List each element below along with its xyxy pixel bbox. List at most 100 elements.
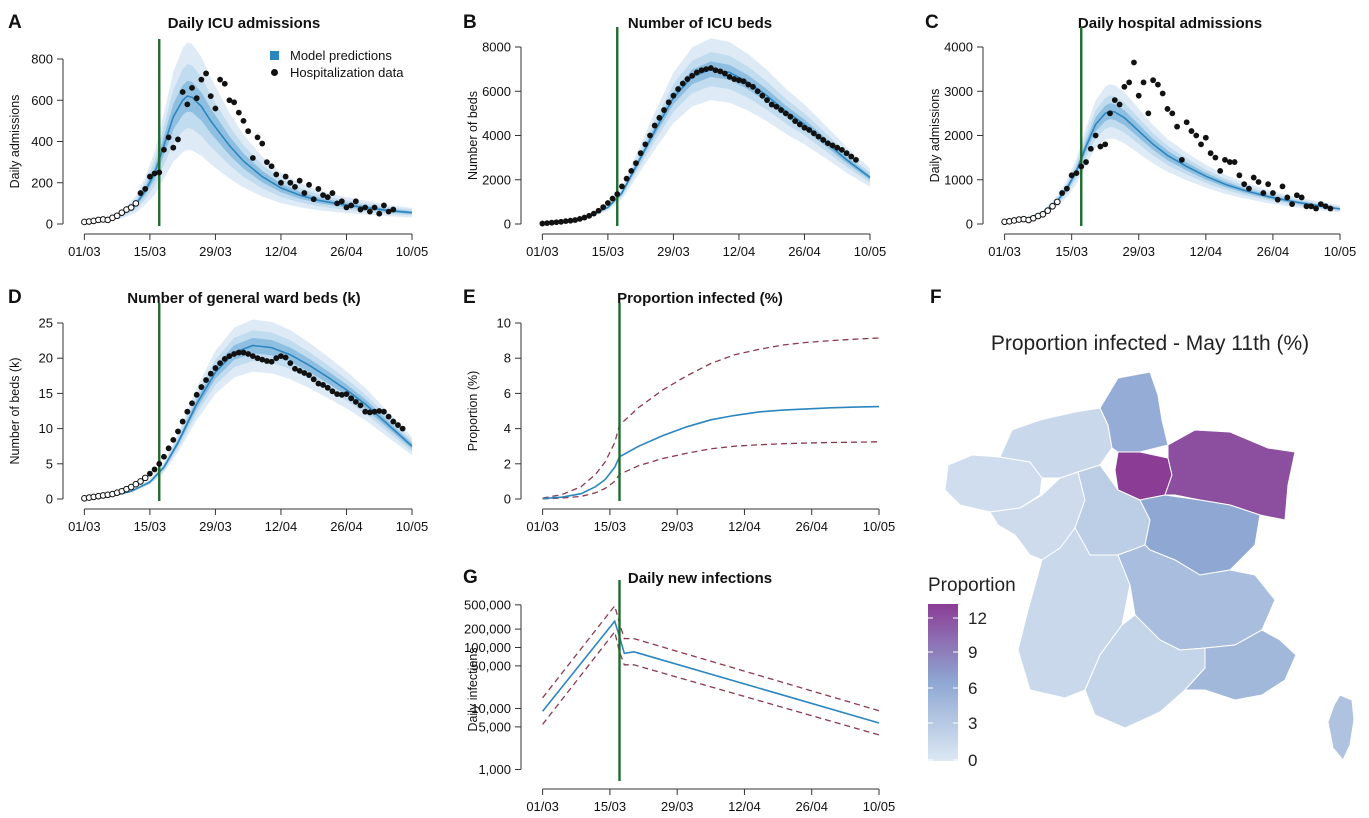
data-point xyxy=(806,127,813,133)
data-point xyxy=(1083,159,1089,165)
data-point xyxy=(371,204,378,211)
observed-point xyxy=(127,483,135,491)
data-point xyxy=(595,207,602,214)
data-point xyxy=(366,409,373,416)
panel-f-map: F Proportion infected - May 11th (%) Propo… xyxy=(928,287,1355,770)
data-point xyxy=(548,219,555,226)
data-point xyxy=(1092,132,1099,139)
data-point xyxy=(156,460,163,467)
data-point xyxy=(1231,159,1238,165)
y-tick-label: 10,000 xyxy=(471,701,511,716)
legend: Model predictions Hospitalization data xyxy=(270,48,404,80)
data-point xyxy=(1135,92,1142,99)
data-point xyxy=(1145,110,1152,117)
data-point xyxy=(1174,123,1180,130)
median-line xyxy=(541,619,880,724)
x-tick-label: 10/05 xyxy=(854,244,887,259)
data-point xyxy=(292,183,298,190)
data-point xyxy=(1226,159,1233,165)
data-point xyxy=(848,153,855,160)
data-point xyxy=(754,88,761,95)
observed-point xyxy=(132,200,140,207)
x-tick-label: 12/04 xyxy=(265,244,298,259)
data-point xyxy=(1202,134,1209,141)
bound-line-lower xyxy=(542,630,880,736)
x-tick-label: 12/04 xyxy=(728,519,761,534)
map-region xyxy=(1327,694,1355,761)
data-point xyxy=(745,81,752,88)
x-tick-label: 01/03 xyxy=(526,519,559,534)
x-tick-label: 01/03 xyxy=(526,799,559,814)
data-point xyxy=(193,95,200,102)
data-point xyxy=(334,391,341,398)
y-tick-label: 100,000 xyxy=(464,640,511,655)
x-tick-label: 15/03 xyxy=(134,519,167,534)
data-point xyxy=(212,365,219,371)
data-point xyxy=(1169,110,1176,117)
x-tick-label: 01/03 xyxy=(526,244,559,259)
y-tick-label: 5 xyxy=(46,456,53,471)
data-point xyxy=(731,76,738,82)
data-point xyxy=(146,470,153,477)
data-point xyxy=(1059,190,1065,196)
data-point xyxy=(1087,145,1094,152)
uncertainty-band xyxy=(1004,103,1340,223)
data-point xyxy=(1102,141,1109,148)
y-tick-label: 8 xyxy=(504,351,511,366)
data-point xyxy=(801,124,808,131)
data-point xyxy=(1063,185,1070,192)
y-tick-label: 4000 xyxy=(482,128,511,143)
data-point xyxy=(381,408,387,415)
data-point xyxy=(782,110,789,117)
data-point xyxy=(1250,174,1257,181)
data-point xyxy=(600,204,607,211)
data-point xyxy=(703,66,710,73)
panel-title: Proportion infected (%) xyxy=(617,290,783,307)
x-tick-label: 12/04 xyxy=(728,799,761,814)
y-tick-label: 4 xyxy=(504,421,511,436)
data-point xyxy=(226,353,233,359)
data-point xyxy=(693,69,700,76)
data-point xyxy=(670,92,677,99)
data-point xyxy=(1241,181,1248,188)
panel-b: B Number of ICU beds Number of beds 0 2000 40… xyxy=(463,12,886,259)
data-point xyxy=(235,109,242,116)
x-tick-label: 26/04 xyxy=(788,244,821,259)
data-point xyxy=(324,194,331,201)
y-tick-label: 400 xyxy=(31,134,53,149)
data-point xyxy=(1236,172,1243,179)
data-point xyxy=(301,190,308,196)
legend-swatch-model xyxy=(270,51,279,60)
data-point xyxy=(1121,83,1128,90)
data-point xyxy=(184,408,191,415)
data-point xyxy=(1188,128,1195,134)
data-point xyxy=(203,70,209,77)
data-point xyxy=(245,128,252,135)
bound-line-upper xyxy=(542,604,880,712)
x-tick-label: 26/04 xyxy=(330,244,363,259)
data-point xyxy=(698,67,705,74)
y-axis-label: Proportion (%) xyxy=(466,371,480,452)
data-point xyxy=(1097,143,1104,150)
x-tick-label: 15/03 xyxy=(594,799,627,814)
data-point xyxy=(820,137,827,143)
data-point xyxy=(198,384,205,390)
data-point xyxy=(1274,196,1281,203)
y-tick-label: 10 xyxy=(39,421,53,436)
data-point xyxy=(231,351,238,357)
uncertainty-band xyxy=(84,64,413,223)
y-tick-label: 1,000 xyxy=(478,762,511,777)
data-point xyxy=(207,93,214,100)
map-region xyxy=(1099,371,1169,453)
data-point xyxy=(829,142,836,149)
observed-point xyxy=(118,209,126,216)
data-point xyxy=(371,408,378,415)
x-tick-label: 29/03 xyxy=(661,519,694,534)
y-tick-label: 50,000 xyxy=(471,658,511,673)
x-tick-label: 15/03 xyxy=(594,519,627,534)
median-line xyxy=(542,405,880,500)
x-tick-label: 26/04 xyxy=(795,799,828,814)
data-point xyxy=(381,202,387,209)
legend-label-data: Hospitalization data xyxy=(290,65,404,80)
data-point xyxy=(273,355,280,362)
